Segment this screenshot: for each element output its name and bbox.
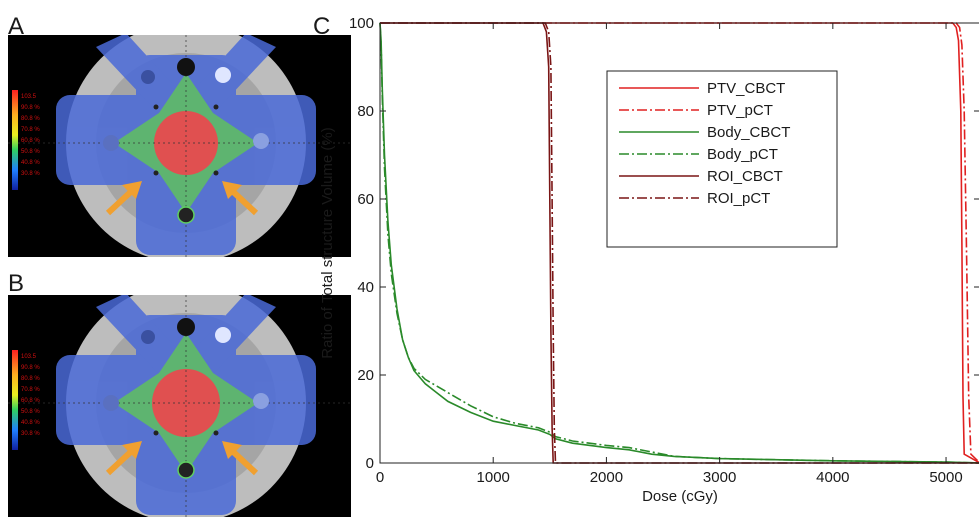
- x-tick-label: 5000: [929, 469, 962, 486]
- colorbar: [12, 90, 18, 190]
- series-line-roi-pct: [380, 22, 979, 464]
- x-tick-label: 4000: [816, 469, 849, 486]
- dose-map-panel-a: 103.5 90.8 % 80.8 % 70.8 % 60.8 % 50.8 % 40.8…: [8, 35, 351, 257]
- arrow-icon-right: [222, 181, 259, 216]
- y-tick-label: 0: [366, 455, 374, 472]
- panel-letter-c: C: [313, 13, 331, 40]
- x-tick-label: 0: [376, 469, 384, 486]
- x-tick-label: 3000: [703, 469, 736, 486]
- colorbar-top-label: 103.5: [21, 354, 37, 360]
- colorbar-label: 30.8 %: [21, 171, 40, 177]
- insert-2: [103, 135, 119, 151]
- panel-letter-b: B: [8, 270, 25, 297]
- y-tick-label: 60: [357, 191, 374, 208]
- dvh-chart-svg: 0 1000 2000 3000 4000 5000 0 20 40 60 80 100 Dose (…: [319, 15, 979, 505]
- plot-frame: [379, 22, 979, 464]
- legend-entry: Body_CBCT: [707, 124, 790, 141]
- series-line-ptv-pct: [380, 22, 979, 464]
- arrow-icon-right: [222, 441, 259, 476]
- insert-bone: [215, 327, 231, 343]
- dose-map-b-svg: 103.5 90.8 % 80.8 % 70.8 % 60.8 % 50.8 % 40.8…: [8, 295, 351, 517]
- x-tick-label: 2000: [590, 469, 623, 486]
- colorbar-label: 70.8 %: [21, 127, 40, 133]
- y-tick-label: 40: [357, 279, 374, 296]
- series-line-body-cbct: [379, 22, 979, 464]
- plot-lines: [379, 22, 979, 464]
- x-tick-label: 1000: [477, 469, 510, 486]
- y-axis-label: Ratio of Total structure Volume (%): [319, 127, 336, 359]
- insert-4: [177, 461, 195, 479]
- colorbar-label: 40.8 %: [21, 420, 40, 426]
- legend-box: [606, 70, 838, 248]
- colorbar-label: 40.8 %: [21, 160, 40, 166]
- legend: PTV_CBCT PTV_pCT Body_CBCT Body_pCT ROI_CBCT…: [606, 70, 838, 248]
- panel-letter-a: A: [8, 13, 25, 40]
- colorbar-label: 90.8 %: [21, 365, 40, 371]
- insert-air: [177, 318, 195, 336]
- insert-1: [141, 70, 155, 84]
- insert-4: [177, 206, 195, 224]
- series-line-body-pct: [379, 22, 979, 464]
- y-tick-label: 20: [357, 367, 374, 384]
- colorbar-label: 80.8 %: [21, 376, 40, 382]
- colorbar-top-label: 103.5: [21, 94, 37, 100]
- colorbar: [12, 350, 18, 450]
- series-line-ptv-cbct: [380, 22, 979, 464]
- insert-1: [141, 330, 155, 344]
- axis-ticks: 0 1000 2000 3000 4000 5000 0 20 40 60 80 100: [349, 15, 979, 486]
- legend-entry: ROI_pCT: [707, 190, 770, 207]
- legend-entry: PTV_pCT: [707, 102, 773, 119]
- colorbar-label: 70.8 %: [21, 387, 40, 393]
- dvh-chart: 0 1000 2000 3000 4000 5000 0 20 40 60 80 100 Dose (…: [310, 0, 979, 519]
- y-tick-label: 100: [349, 15, 374, 32]
- dose-map-a-svg: 103.5 90.8 % 80.8 % 70.8 % 60.8 % 50.8 % 40.8…: [8, 35, 351, 257]
- insert-3: [253, 393, 269, 409]
- insert-bone: [215, 67, 231, 83]
- legend-entry: Body_pCT: [707, 146, 778, 163]
- colorbar-label: 80.8 %: [21, 116, 40, 122]
- colorbar-label: 60.8 %: [21, 398, 40, 404]
- colorbar-label: 50.8 %: [21, 149, 40, 155]
- colorbar-label: 30.8 %: [21, 431, 40, 437]
- legend-entry: ROI_CBCT: [707, 168, 783, 185]
- arrow-icon-left: [105, 181, 142, 216]
- dose-wash-red: [152, 369, 220, 437]
- colorbar-label: 90.8 %: [21, 105, 40, 111]
- x-axis-label: Dose (cGy): [642, 488, 718, 505]
- dose-wash-red: [154, 111, 218, 175]
- arrow-icon-left: [105, 441, 142, 476]
- insert-3: [253, 133, 269, 149]
- colorbar-label: 50.8 %: [21, 409, 40, 415]
- dose-map-panel-b: 103.5 90.8 % 80.8 % 70.8 % 60.8 % 50.8 % 40.8…: [8, 295, 351, 517]
- series-line-roi-cbct: [380, 22, 979, 464]
- y-tick-label: 80: [357, 103, 374, 120]
- insert-air: [177, 58, 195, 76]
- colorbar-label: 60.8 %: [21, 138, 40, 144]
- legend-entry: PTV_CBCT: [707, 80, 785, 97]
- insert-2: [103, 395, 119, 411]
